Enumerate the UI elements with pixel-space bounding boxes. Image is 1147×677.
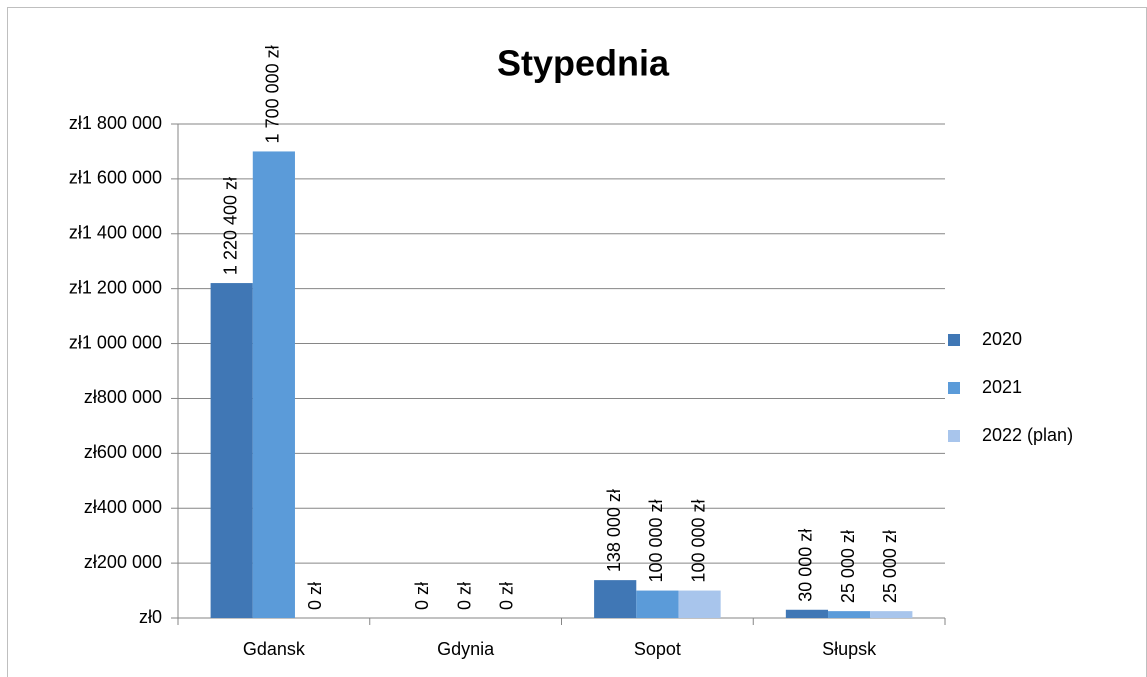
data-label: 100 000 zł bbox=[646, 499, 666, 582]
x-tick-label: Gdynia bbox=[437, 639, 495, 659]
y-tick-label: zł600 000 bbox=[84, 442, 162, 462]
y-tick-label: zł0 bbox=[139, 607, 162, 627]
data-label: 138 000 zł bbox=[604, 489, 624, 572]
bar bbox=[636, 590, 679, 618]
y-tick-label: zł400 000 bbox=[84, 497, 162, 517]
data-label: 25 000 zł bbox=[838, 530, 858, 603]
data-label: 30 000 zł bbox=[796, 529, 816, 602]
bar bbox=[210, 283, 253, 618]
data-label: 0 zł bbox=[412, 582, 432, 610]
x-tick-label: Słupsk bbox=[822, 639, 877, 659]
legend-label: 2020 bbox=[982, 329, 1022, 349]
legend-label: 2021 bbox=[982, 377, 1022, 397]
bar bbox=[678, 590, 721, 618]
legend-swatch bbox=[948, 334, 960, 346]
data-label: 100 000 zł bbox=[688, 499, 708, 582]
y-tick-label: zł800 000 bbox=[84, 387, 162, 407]
x-tick-label: Sopot bbox=[634, 639, 681, 659]
chart-title: Stypednia bbox=[497, 43, 670, 84]
legend-swatch bbox=[948, 430, 960, 442]
y-tick-label: zł1 600 000 bbox=[69, 168, 162, 188]
bar bbox=[870, 611, 913, 618]
bar bbox=[785, 609, 829, 618]
legend-swatch bbox=[948, 382, 960, 394]
y-tick-label: zł1 800 000 bbox=[69, 113, 162, 133]
bar bbox=[594, 580, 637, 618]
data-label: 0 zł bbox=[497, 582, 517, 610]
data-label: 1 700 000 zł bbox=[263, 45, 283, 143]
data-label: 25 000 zł bbox=[880, 530, 900, 603]
bar bbox=[828, 611, 871, 618]
y-tick-label: zł1 000 000 bbox=[69, 332, 162, 352]
legend-label: 2022 (plan) bbox=[982, 425, 1073, 445]
bar bbox=[252, 151, 295, 618]
y-tick-label: zł1 400 000 bbox=[69, 223, 162, 243]
y-tick-label: zł1 200 000 bbox=[69, 277, 162, 297]
x-tick-label: Gdansk bbox=[243, 639, 306, 659]
data-label: 0 zł bbox=[305, 582, 325, 610]
data-label: 1 220 400 zł bbox=[220, 177, 240, 275]
data-label: 0 zł bbox=[454, 582, 474, 610]
y-tick-label: zł200 000 bbox=[84, 552, 162, 572]
